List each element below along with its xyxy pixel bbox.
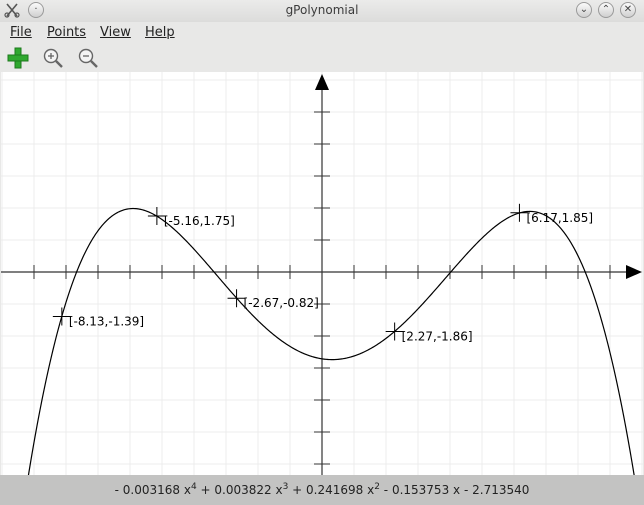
point-label: [6.17,1.85]: [526, 211, 593, 225]
term2-var: x: [367, 483, 375, 497]
term2-exp: 2: [374, 482, 380, 492]
y-axis-arrow: [315, 74, 329, 90]
window-title: gPolynomial: [285, 3, 359, 17]
term0: - 2.713540: [463, 483, 530, 497]
term4-coef: - 0.003168: [114, 483, 181, 497]
chevron-down-icon: ⌄: [579, 4, 589, 15]
data-point[interactable]: [2.27,-1.86]: [385, 322, 473, 344]
point-label: [-8.13,-1.39]: [69, 314, 144, 328]
menu-view-label: View: [100, 25, 131, 40]
title-bar: · gPolynomial ⌄ ⌃ ✕: [0, 0, 644, 22]
plot-area[interactable]: [-5.16,1.75] [6.17,1.85] [-2.67,-0.82] [-8.…: [1, 72, 643, 505]
plot-svg[interactable]: [-5.16,1.75] [6.17,1.85] [-2.67,-0.82] [-8.…: [1, 72, 643, 505]
status-bar: - 0.003168 x4 + 0.003822 x3 + 0.241698 x…: [0, 475, 644, 505]
data-point[interactable]: [-2.67,-0.82]: [227, 289, 319, 310]
window-menu-button[interactable]: ·: [28, 2, 44, 18]
menu-file[interactable]: File: [10, 25, 32, 40]
term1-coef: - 0.153753: [383, 483, 450, 497]
menu-points-label: Points: [47, 25, 87, 40]
menu-bar: File Points View Help: [0, 22, 644, 44]
add-point-icon[interactable]: [6, 46, 30, 70]
menu-file-label: File: [10, 25, 32, 40]
x-axis-arrow: [626, 265, 642, 279]
menu-help-label: Help: [145, 25, 175, 40]
zoom-in-icon[interactable]: [41, 46, 65, 70]
term2-coef: + 0.241698: [292, 483, 364, 497]
term1-var: x: [453, 483, 461, 497]
term3-coef: + 0.003822: [200, 483, 272, 497]
maximize-button[interactable]: ⌃: [598, 2, 614, 18]
menu-help[interactable]: Help: [145, 25, 175, 40]
point-label: [2.27,-1.86]: [402, 330, 473, 344]
close-button[interactable]: ✕: [620, 2, 636, 18]
term4-exp: 4: [190, 482, 197, 492]
term3-var: x: [275, 483, 283, 497]
term4-var: x: [183, 483, 191, 497]
data-point[interactable]: [-5.16,1.75]: [147, 207, 235, 228]
point-label: [-2.67,-0.82]: [244, 296, 319, 310]
menu-view[interactable]: View: [100, 25, 131, 40]
chevron-up-icon: ⌃: [601, 4, 611, 15]
minimize-button[interactable]: ⌄: [576, 2, 592, 18]
data-point[interactable]: [6.17,1.85]: [510, 203, 593, 225]
point-label: [-5.16,1.75]: [164, 214, 235, 228]
menu-points[interactable]: Points: [47, 25, 86, 40]
close-icon: ✕: [623, 4, 633, 15]
zoom-out-icon[interactable]: [76, 46, 100, 70]
data-point[interactable]: [-8.13,-1.39]: [52, 307, 144, 328]
polynomial-formula: - 0.003168 x4 + 0.003822 x3 + 0.241698 x…: [0, 482, 644, 497]
toolbar: [0, 44, 644, 72]
term3-exp: 3: [282, 482, 289, 492]
polynomial-curve: [23, 207, 640, 505]
scissors-icon[interactable]: [4, 2, 20, 18]
